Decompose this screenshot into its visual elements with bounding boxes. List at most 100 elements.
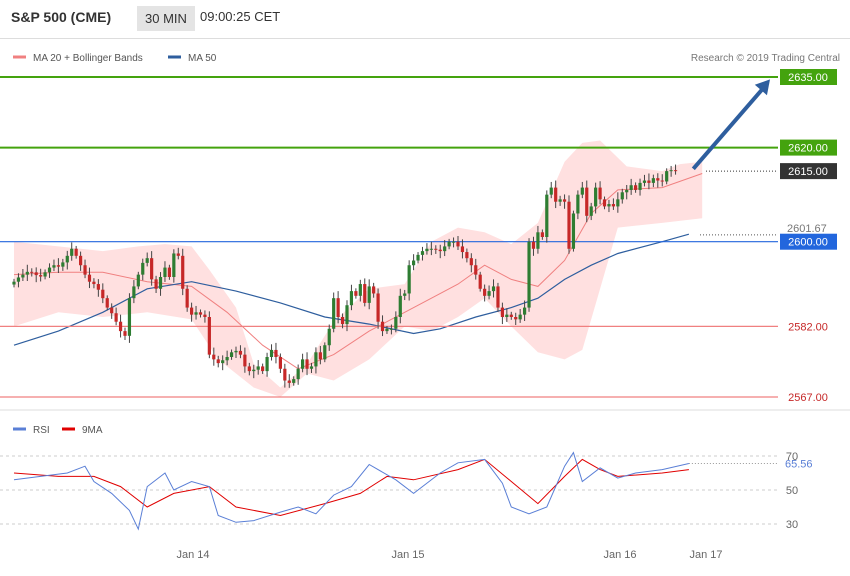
candle-body — [429, 248, 433, 250]
pivot-tag — [780, 233, 837, 250]
candle-body — [141, 262, 145, 275]
candle-body — [589, 206, 593, 216]
candle-body — [74, 248, 78, 256]
last-price-label: 2615.00 — [788, 166, 828, 178]
candle-body — [416, 254, 420, 261]
candle-body — [167, 267, 171, 277]
candle-body — [465, 252, 469, 259]
candle-body — [198, 312, 203, 315]
candle-body — [332, 298, 336, 329]
candle-body — [469, 258, 473, 266]
forecast-arrow-shaft — [691, 86, 766, 171]
candle-body — [176, 253, 180, 256]
candle-body — [434, 248, 438, 250]
candle-body — [216, 359, 220, 364]
candle-body — [354, 291, 358, 296]
candle-body — [292, 379, 296, 383]
candle-body — [158, 277, 163, 289]
candle-body — [594, 187, 598, 207]
candle-body — [39, 275, 43, 277]
candle-body — [105, 298, 109, 308]
last-price-tag — [780, 163, 837, 180]
candle-body — [203, 314, 207, 317]
x-axis-label: Jan 15 — [391, 549, 424, 561]
candle-body — [518, 314, 522, 320]
header-divider — [0, 38, 850, 39]
legend-label: MA 50 — [188, 53, 217, 64]
candle-body — [571, 213, 576, 249]
candle-body — [443, 246, 447, 252]
candle-body — [474, 265, 478, 275]
candle-body — [372, 286, 376, 294]
candle-body — [420, 251, 425, 255]
candle-body — [456, 241, 460, 247]
candle-body — [154, 279, 158, 289]
candles — [12, 164, 678, 388]
resistance-tag — [780, 69, 837, 85]
interval-selector[interactable]: 30 MIN — [137, 6, 195, 31]
candle-body — [83, 265, 87, 275]
candle-body — [47, 267, 52, 273]
candle-body — [252, 369, 256, 372]
candle-body — [309, 366, 314, 369]
candle-body — [56, 265, 60, 267]
candle-body — [114, 313, 118, 322]
candle-body — [460, 246, 465, 253]
candle-body — [278, 357, 282, 369]
candle-body — [79, 255, 83, 266]
candle-body — [531, 241, 536, 249]
candle-body — [585, 187, 589, 216]
candle-body — [136, 274, 140, 287]
candle-body — [283, 368, 287, 381]
candle-body — [602, 199, 607, 207]
candle-body — [669, 170, 673, 172]
candle-body — [576, 194, 580, 214]
candle-body — [487, 291, 491, 296]
candle-body — [638, 182, 642, 190]
candle-body — [340, 317, 345, 325]
resistance-tag — [780, 139, 837, 156]
candle-body — [305, 359, 309, 369]
legend-label: MA 20 + Bollinger Bands — [33, 53, 143, 64]
candle-body — [65, 255, 69, 263]
chart-header: S&P 500 (CME) 30 MIN 09:00:25 CET — [0, 0, 850, 39]
price-legend: MA 20 + Bollinger Bands MA 50 — [13, 53, 217, 64]
price-panel: MA 20 + Bollinger Bands MA 50 Research © 2… — [0, 53, 840, 404]
candle-body — [651, 178, 655, 183]
candle-body — [505, 314, 509, 317]
candle-body — [451, 241, 456, 243]
candle-body — [181, 255, 185, 289]
candle-body — [247, 366, 251, 372]
candle-body — [629, 185, 633, 190]
candle-body — [425, 248, 429, 252]
candle-body — [261, 366, 265, 372]
candle-body — [96, 284, 100, 290]
support-label: 2582.00 — [788, 321, 828, 333]
candle-body — [389, 328, 393, 330]
rsi-tick-label: 50 — [786, 485, 798, 497]
candle-body — [101, 289, 105, 299]
timestamp: 09:00:25 CET — [200, 9, 281, 24]
candle-body — [523, 307, 527, 315]
candle-body — [394, 317, 398, 329]
candle-body — [70, 248, 74, 256]
candle-body — [447, 241, 451, 247]
candle-body — [380, 321, 385, 332]
candle-body — [398, 295, 402, 317]
candle-body — [221, 360, 225, 364]
candle-body — [554, 187, 558, 202]
candle-body — [52, 265, 56, 268]
rsi-last-label: 65.56 — [785, 459, 813, 471]
candle-body — [25, 271, 29, 275]
legend-label: 9MA — [82, 425, 103, 436]
candle-body — [491, 286, 496, 292]
candle-body — [607, 204, 611, 207]
candle-body — [229, 352, 234, 357]
candle-body — [34, 272, 38, 276]
candle-body — [514, 317, 518, 320]
candle-body — [61, 262, 65, 267]
rsi-legend: RSI 9MA — [13, 425, 103, 436]
candle-body — [287, 380, 291, 383]
candle-body — [509, 314, 513, 317]
